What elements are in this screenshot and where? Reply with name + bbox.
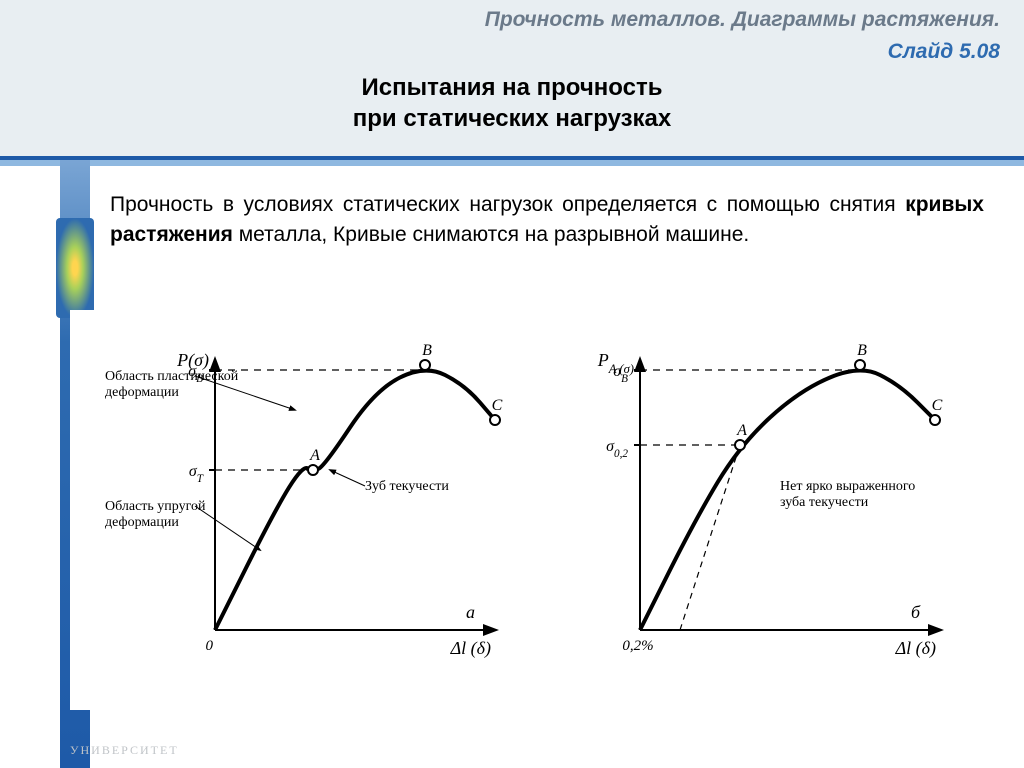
svg-text:Δl (δ): Δl (δ) xyxy=(450,638,491,659)
body-before: Прочность в условиях статических нагрузо… xyxy=(110,193,905,216)
svg-text:Зуб текучести: Зуб текучести xyxy=(365,479,449,494)
svg-text:Δl (δ): Δl (δ) xyxy=(895,638,936,659)
page-title: Испытания на прочность при статических н… xyxy=(0,72,1024,134)
svg-text:а: а xyxy=(466,602,475,622)
svg-text:Область пластической: Область пластической xyxy=(105,369,239,384)
chart-right: σ0,2σBАВСPA (σ)Δl (δ)б0,2%Нет ярко выраж… xyxy=(500,310,970,690)
title-line2: при статических нагрузках xyxy=(0,103,1024,134)
header-line1: Прочность металлов. Диаграммы растяжения… xyxy=(0,8,1000,32)
svg-text:0,2%: 0,2% xyxy=(622,638,653,654)
svg-text:σ0,2: σ0,2 xyxy=(606,438,628,460)
svg-text:В: В xyxy=(422,342,432,359)
chart-left: σTσBАВСP(σ)Δl (δ)а0Область пластическойд… xyxy=(70,310,530,690)
svg-text:С: С xyxy=(932,397,943,414)
svg-text:А: А xyxy=(309,447,320,464)
title-line1: Испытания на прочность xyxy=(0,72,1024,103)
svg-text:P(σ): P(σ) xyxy=(176,350,209,371)
header: Прочность металлов. Диаграммы растяжения… xyxy=(0,8,1024,64)
svg-text:Область упругой: Область упругой xyxy=(105,499,206,514)
svg-text:Нет ярко выраженного: Нет ярко выраженного xyxy=(780,479,915,494)
svg-text:А: А xyxy=(736,422,747,439)
svg-text:σT: σT xyxy=(189,463,204,485)
header-line2: Слайд 5.08 xyxy=(0,40,1000,64)
body-after: металла, Кривые снимаются на разрывной м… xyxy=(233,223,749,246)
body-paragraph: Прочность в условиях статических нагрузо… xyxy=(110,190,984,251)
svg-text:В: В xyxy=(857,342,867,359)
footer-watermark: УНИВЕРСИТЕТ xyxy=(70,743,179,758)
svg-text:деформации: деформации xyxy=(105,385,179,400)
charts-area: σTσBАВСP(σ)Δl (δ)а0Область пластическойд… xyxy=(70,310,994,710)
svg-text:0: 0 xyxy=(206,638,214,654)
svg-text:б: б xyxy=(911,602,921,622)
svg-text:деформации: деформации xyxy=(105,515,179,530)
svg-text:зуба текучести: зуба текучести xyxy=(780,495,869,510)
svg-text:PA (σ): PA (σ) xyxy=(597,350,634,376)
